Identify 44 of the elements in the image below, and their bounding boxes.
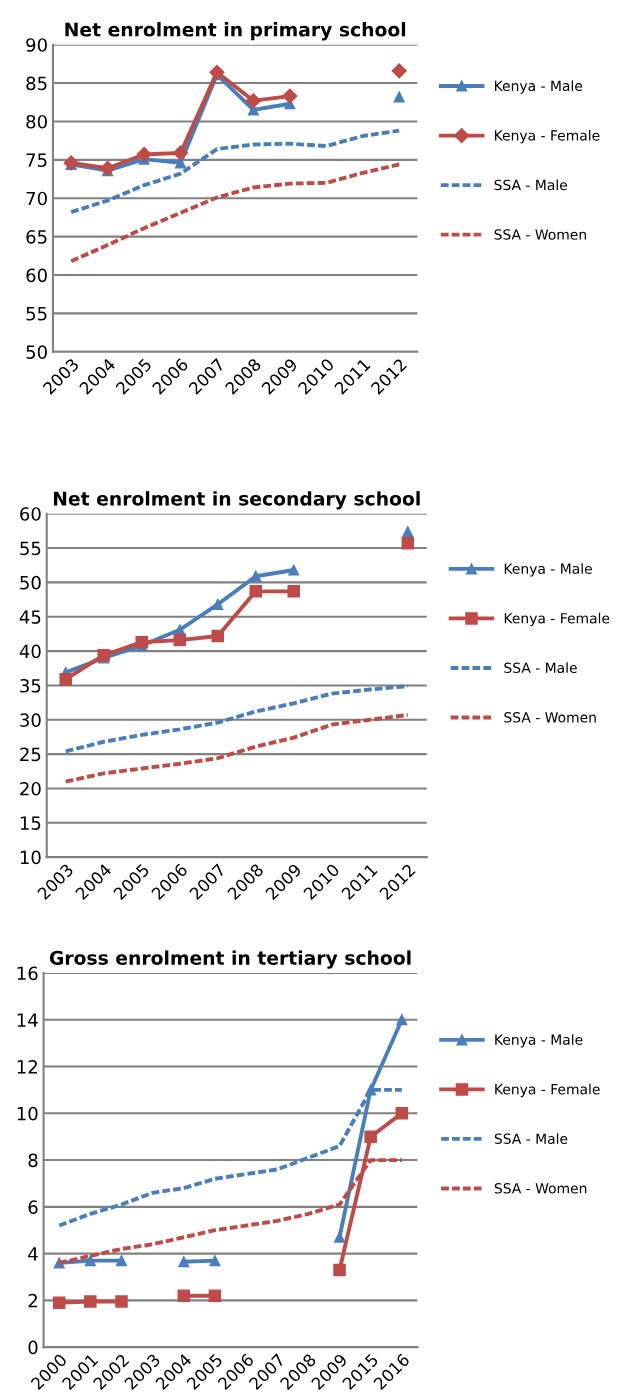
y-tick-label: 40 bbox=[19, 644, 41, 659]
legend-label: SSA - Male bbox=[494, 179, 568, 191]
legend-label: SSA - Male bbox=[504, 662, 577, 674]
y-tick-label: 90 bbox=[26, 38, 47, 52]
y-tick-label: 10 bbox=[17, 1106, 38, 1121]
y-tick-label: 35 bbox=[20, 678, 41, 693]
legend-label: Kenya - Male bbox=[504, 563, 592, 577]
y-tick-label: 25 bbox=[20, 747, 41, 762]
y-tick-label: 55 bbox=[20, 541, 41, 556]
y-tick-label: 6 bbox=[28, 1200, 38, 1214]
y-tick-label: 45 bbox=[19, 610, 41, 624]
y-tick-label: 85 bbox=[26, 76, 47, 91]
y-tick-label: 12 bbox=[17, 1060, 37, 1074]
y-tick-label: 14 bbox=[17, 1013, 38, 1027]
y-tick-label: 75 bbox=[26, 153, 47, 167]
y-tick-label: 30 bbox=[20, 713, 41, 727]
chart-title: Gross enrolment in tertiary school bbox=[49, 950, 411, 969]
y-tick-label: 50 bbox=[20, 575, 41, 590]
y-tick-label: 55 bbox=[26, 307, 47, 321]
legend-label: Kenya - Male bbox=[495, 1034, 583, 1048]
y-tick-label: 60 bbox=[20, 507, 41, 521]
y-tick-label: 8 bbox=[28, 1153, 38, 1168]
y-tick-label: 15 bbox=[20, 816, 41, 830]
y-tick-label: 50 bbox=[26, 345, 47, 359]
chart-title: Net enrolment in secondary school bbox=[53, 491, 420, 510]
legend-label: SSA - Women bbox=[494, 1183, 587, 1194]
y-tick-label: 4 bbox=[28, 1247, 38, 1261]
y-tick-label: 20 bbox=[20, 781, 41, 796]
y-tick-label: 16 bbox=[17, 966, 38, 981]
legend-label: Kenya - Female bbox=[494, 129, 600, 144]
legend-label: Kenya - Male bbox=[494, 80, 583, 94]
legend-label: SSA - Male bbox=[494, 1133, 568, 1144]
y-tick-label: 60 bbox=[26, 268, 47, 283]
y-tick-label: 0 bbox=[28, 1340, 38, 1355]
y-tick-label: 10 bbox=[20, 850, 41, 865]
legend-label: SSA - Women bbox=[504, 712, 596, 723]
chart-title: Net enrolment in primary school bbox=[65, 22, 406, 41]
y-tick-label: 2 bbox=[28, 1293, 37, 1308]
legend-label: SSA - Women bbox=[494, 229, 586, 240]
y-tick-label: 70 bbox=[26, 191, 47, 206]
legend-label: Kenya - Female bbox=[495, 1083, 600, 1098]
legend-label: Kenya - Female bbox=[504, 612, 610, 627]
y-tick-label: 65 bbox=[26, 230, 47, 244]
y-tick-label: 80 bbox=[26, 114, 47, 129]
